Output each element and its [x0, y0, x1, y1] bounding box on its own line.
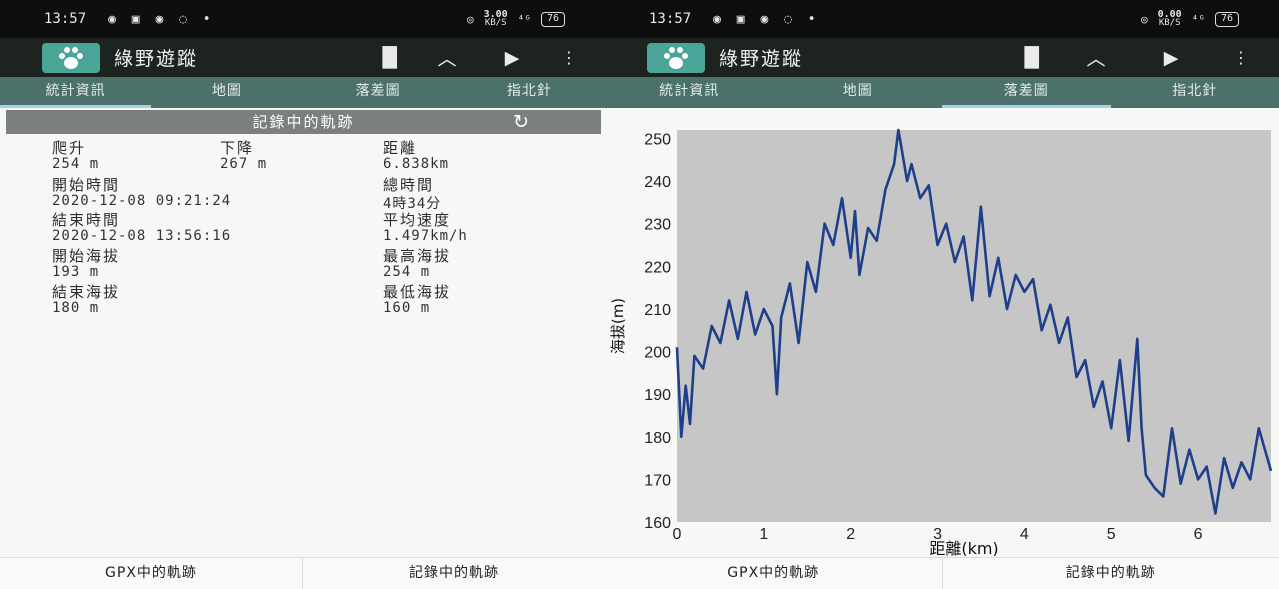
app-bar: 綠野遊蹤 ▐▌ ︿ ▶ ⋮	[0, 38, 605, 77]
min-altitude-value: 160 m	[383, 300, 431, 316]
y-tick-label: 170	[644, 472, 671, 489]
network-speed-value: 3.00	[483, 9, 508, 20]
end-time-label: 結束時間	[52, 211, 121, 229]
y-tick-label: 250	[644, 132, 671, 149]
wifi-icon: ◎	[466, 12, 474, 26]
y-tick-label: 160	[644, 515, 671, 532]
x-tick-label: 3	[933, 526, 942, 543]
tab-bar: 統計資訊 地圖 落差圖 指北針	[0, 77, 605, 108]
recorded-track-button[interactable]: 記錄中的軌跡	[941, 558, 1279, 589]
map-icon[interactable]: ▐▌	[1017, 46, 1047, 69]
x-axis-label: 距離(km)	[929, 539, 998, 556]
chevron-up-icon[interactable]: ︿	[437, 48, 457, 70]
total-time-value: 4時34分	[383, 196, 442, 212]
wifi-icon: ◎	[1140, 12, 1148, 26]
x-tick-label: 2	[846, 526, 855, 543]
start-time-label: 開始時間	[52, 176, 121, 194]
end-altitude-label: 結束海拔	[52, 283, 121, 301]
status-time: 13:57	[44, 11, 87, 27]
max-altitude-label: 最高海拔	[383, 247, 452, 265]
tab-statistics[interactable]: 統計資訊	[659, 83, 720, 99]
network-speed: 0.00 KB/S	[1158, 10, 1182, 28]
gpx-track-button[interactable]: GPX中的軌跡	[105, 565, 197, 581]
notification-icons: ◉ ▣ ◉ ◌ •	[108, 11, 215, 27]
start-altitude-value: 193 m	[52, 264, 100, 280]
end-altitude-value: 180 m	[52, 300, 100, 316]
distance-label: 距離	[383, 139, 418, 157]
start-altitude-label: 開始海拔	[52, 247, 121, 265]
phone-screen-elevation: 13:57 ◉ ▣ ◉ ◌ • ◎ 0.00 KB/S ⁴ᴳ 76 綠野遊蹤 ▐…	[605, 0, 1279, 589]
app-title: 綠野遊蹤	[719, 48, 804, 70]
descent-value: 267 m	[220, 156, 268, 172]
tab-map[interactable]: 地圖	[842, 83, 873, 99]
x-tick-label: 5	[1107, 526, 1116, 543]
elevation-chart: 160 170 180 190 200 210 220 230 240 250 0 1 2 3 4 5 6 距離(…	[609, 128, 1273, 556]
chevron-up-icon[interactable]: ︿	[1086, 48, 1106, 70]
y-tick-label: 200	[644, 345, 671, 362]
status-time: 13:57	[649, 11, 692, 27]
more-vert-icon[interactable]: ⋮	[1233, 48, 1249, 67]
elevation-series-line	[675, 128, 1273, 515]
battery-icon: 76	[540, 11, 565, 27]
y-tick-label: 180	[644, 430, 671, 447]
tab-elevation[interactable]: 落差圖	[942, 77, 1111, 108]
notification-icons: ◉ ▣ ◉ ◌ •	[713, 11, 820, 27]
recorded-track-button[interactable]: 記錄中的軌跡	[302, 558, 605, 589]
tab-bar: 統計資訊 地圖 落差圖 指北針	[605, 77, 1279, 108]
tab-compass[interactable]: 指北針	[506, 83, 552, 99]
distance-value: 6.838km	[383, 156, 450, 172]
bottom-bar: GPX中的軌跡 記錄中的軌跡	[605, 557, 1279, 589]
status-bar: 13:57 ◉ ▣ ◉ ◌ • ◎ 3.00 KB/S ⁴ᴳ 76	[0, 0, 605, 38]
y-tick-label: 190	[644, 387, 671, 404]
signal-icon: ⁴ᴳ	[517, 12, 531, 26]
network-speed-value: 0.00	[1157, 9, 1182, 20]
x-tick-label: 1	[759, 526, 768, 543]
min-altitude-label: 最低海拔	[383, 283, 452, 301]
ascent-value: 254 m	[52, 156, 100, 172]
ascent-label: 爬升	[52, 139, 87, 157]
app-title: 綠野遊蹤	[114, 48, 199, 70]
battery-icon: 76	[1214, 11, 1239, 27]
plot-area	[677, 130, 1271, 522]
descent-label: 下降	[220, 139, 255, 157]
x-tick-label: 4	[1020, 526, 1029, 543]
phone-screen-stats: 13:57 ◉ ▣ ◉ ◌ • ◎ 3.00 KB/S ⁴ᴳ 76 綠野遊蹤 ▐…	[0, 0, 605, 589]
tab-map[interactable]: 地圖	[211, 83, 242, 99]
y-tick-label: 240	[644, 174, 671, 191]
play-icon[interactable]: ▶	[1163, 46, 1179, 69]
avg-speed-value: 1.497km/h	[383, 228, 468, 244]
end-time-value: 2020-12-08 13:56:16	[52, 228, 232, 244]
refresh-icon[interactable]: ↻	[513, 111, 531, 133]
y-axis-label: 海拔(m)	[609, 298, 627, 354]
more-vert-icon[interactable]: ⋮	[561, 48, 577, 67]
play-icon[interactable]: ▶	[504, 46, 520, 69]
tab-elevation[interactable]: 落差圖	[355, 83, 401, 99]
bottom-bar: GPX中的軌跡 記錄中的軌跡	[0, 557, 605, 589]
y-tick-label: 230	[644, 217, 671, 234]
tab-compass[interactable]: 指北針	[1172, 83, 1218, 99]
y-tick-label: 210	[644, 302, 671, 319]
map-icon[interactable]: ▐▌	[375, 46, 405, 69]
max-altitude-value: 254 m	[383, 264, 431, 280]
y-tick-label: 220	[644, 259, 671, 276]
recorded-track-title: 記錄中的軌跡	[252, 113, 355, 131]
app-bar: 綠野遊蹤 ▐▌ ︿ ▶ ⋮	[605, 38, 1279, 77]
x-tick-label: 0	[673, 526, 682, 543]
network-speed-unit: KB/S	[484, 18, 507, 28]
gpx-track-button[interactable]: GPX中的軌跡	[727, 565, 820, 581]
recorded-track-header: 記錄中的軌跡 ↻	[6, 110, 601, 134]
tab-statistics[interactable]: 統計資訊	[0, 77, 152, 108]
total-time-label: 總時間	[383, 176, 435, 194]
network-speed: 3.00 KB/S	[484, 10, 508, 28]
start-time-value: 2020-12-08 09:21:24	[52, 193, 232, 209]
network-speed-unit: KB/S	[1158, 18, 1181, 28]
x-tick-label: 6	[1194, 526, 1203, 543]
paw-logo-icon	[42, 42, 100, 73]
signal-icon: ⁴ᴳ	[1191, 12, 1205, 26]
avg-speed-label: 平均速度	[383, 211, 452, 229]
paw-logo-icon	[647, 42, 705, 73]
status-bar: 13:57 ◉ ▣ ◉ ◌ • ◎ 0.00 KB/S ⁴ᴳ 76	[605, 0, 1279, 38]
